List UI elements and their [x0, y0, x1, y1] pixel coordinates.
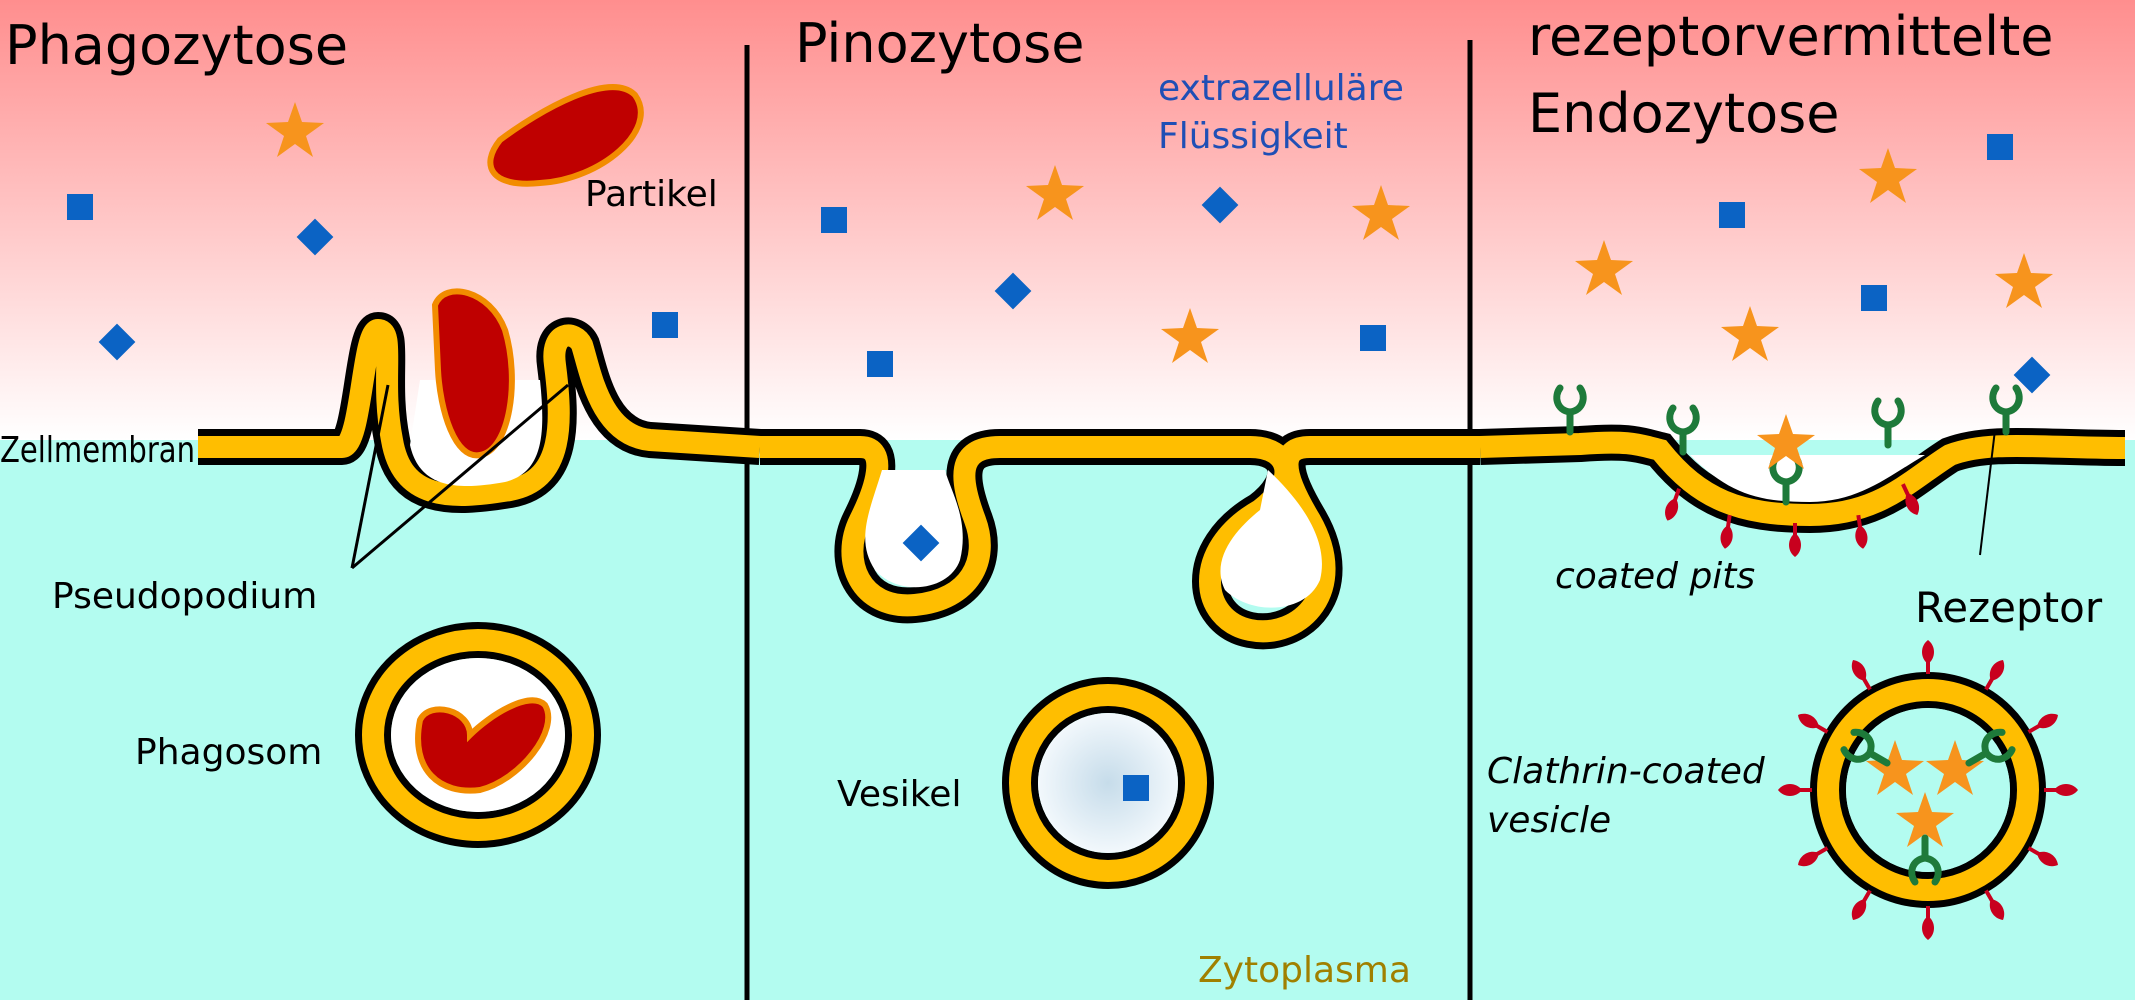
label-fluessigkeit: Flüssigkeit	[1158, 116, 1348, 157]
coated-pit-gap	[1690, 455, 1925, 502]
label-zytoplasma: Zytoplasma	[1198, 950, 1411, 991]
pino-pocket-left	[865, 470, 963, 588]
square-icon	[867, 351, 893, 377]
label-vesikel: Vesikel	[837, 774, 961, 815]
vesikel	[1002, 677, 1214, 889]
label-clathrin-coated: Clathrin-coated	[1487, 751, 1766, 792]
pseudopodium-line-2	[351, 383, 569, 570]
phagosom	[355, 622, 601, 848]
label-extrazellulaere: extrazelluläre	[1158, 68, 1404, 109]
label-phagosom: Phagosom	[135, 732, 322, 773]
title-pinozytose: Pinozytose	[795, 12, 1085, 75]
particle-free	[487, 84, 644, 187]
label-partikel: Partikel	[585, 174, 718, 215]
pino-pocket-right	[1220, 470, 1322, 608]
title-phagozytose: Phagozytose	[5, 14, 348, 77]
square-icon	[652, 312, 678, 338]
square-icon	[821, 207, 847, 233]
clathrin-coated-vesicle	[1810, 672, 2046, 908]
particle-engulfing	[431, 288, 515, 459]
square-icon	[1360, 325, 1386, 351]
rezeptor-pointer	[1979, 429, 1996, 556]
label-rezeptor: Rezeptor	[1915, 583, 2103, 632]
square-icon	[1719, 202, 1745, 228]
title-rezeptorvermittelte: rezeptorvermittelte	[1528, 5, 2054, 68]
title-endozytose: Endozytose	[1528, 82, 1840, 145]
label-vesicle: vesicle	[1487, 800, 1611, 841]
square-icon	[1987, 134, 2013, 160]
label-pseudopodium: Pseudopodium	[52, 576, 317, 617]
square-icon	[1861, 285, 1887, 311]
label-zellmembran: Zellmembran	[0, 430, 195, 471]
square-icon	[1123, 775, 1149, 801]
pseudopodium-line-1	[350, 384, 390, 569]
label-coated-pits: coated pits	[1555, 556, 1755, 597]
square-icon	[67, 194, 93, 220]
